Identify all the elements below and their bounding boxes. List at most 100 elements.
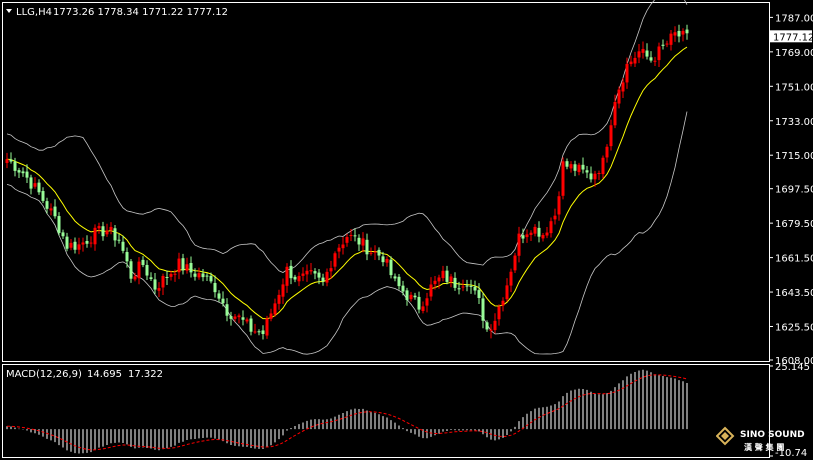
candle-body <box>305 270 309 275</box>
candle-body <box>529 232 533 235</box>
candle-body <box>265 318 269 336</box>
candle-body <box>589 173 593 180</box>
candle-body <box>393 276 397 279</box>
candle-body <box>173 273 177 275</box>
candle-body <box>541 234 545 239</box>
candle-body <box>341 244 345 249</box>
candle-body <box>397 276 401 287</box>
candle-body <box>593 173 597 180</box>
candle-body <box>205 275 209 277</box>
symbol-dropdown-icon[interactable] <box>6 9 12 13</box>
candle-body <box>145 264 149 276</box>
candle-body <box>617 89 621 104</box>
candle-body <box>165 276 169 278</box>
candle-body <box>457 288 461 290</box>
candle-body <box>181 258 185 271</box>
candle-body <box>549 221 553 234</box>
candle-body <box>269 313 273 319</box>
candle-body <box>161 275 165 288</box>
candle-body <box>365 239 369 255</box>
price-tick-label: 1608.00 <box>775 356 813 367</box>
candle-body <box>377 249 381 256</box>
candle-body <box>525 234 529 238</box>
candle-body <box>477 290 481 298</box>
candle-body <box>37 182 41 193</box>
candle-body <box>25 171 29 178</box>
candle-body <box>501 300 505 306</box>
candle-body <box>121 241 125 251</box>
candle-body <box>629 61 633 65</box>
candle-body <box>313 271 317 274</box>
price-tick-label: 1625.50 <box>775 323 813 334</box>
candle-body <box>485 322 489 330</box>
candle-body <box>293 276 297 280</box>
candle-body <box>461 286 465 288</box>
candle-body <box>217 293 221 299</box>
brand-sub: 漢 聲 集 團 <box>744 442 784 452</box>
candle-body <box>357 237 361 245</box>
brand-watermark: SINO SOUND 漢 聲 集 團 <box>715 424 808 456</box>
macd-histogram <box>6 369 688 454</box>
candle-body <box>253 331 257 333</box>
candle-body <box>317 272 321 278</box>
candle-body <box>81 242 85 245</box>
candle-body <box>209 275 213 282</box>
candle-body <box>433 280 437 285</box>
candle-body <box>429 284 433 297</box>
candle-body <box>65 236 69 249</box>
candle-body <box>197 273 201 278</box>
candle-body <box>89 242 93 244</box>
candle-body <box>585 170 589 173</box>
candle-body <box>561 161 565 196</box>
candle-body <box>261 330 265 335</box>
candlesticks <box>5 24 689 340</box>
candle-body <box>241 317 245 320</box>
candle-body <box>573 164 577 171</box>
candle-body <box>301 273 305 276</box>
price-tick-label: 1679.50 <box>775 219 813 230</box>
candle-body <box>309 270 313 272</box>
current-price-marker: 1777.12 <box>770 30 813 43</box>
candle-body <box>481 298 485 321</box>
candle-body <box>133 276 137 280</box>
candle-body <box>257 331 261 333</box>
candle-body <box>361 238 365 246</box>
candle-body <box>513 255 517 271</box>
candle-body <box>601 157 605 175</box>
candle-body <box>193 273 197 277</box>
bollinger-upper <box>6 0 688 273</box>
price-tick-label: 1733.00 <box>775 117 813 128</box>
candle-body <box>449 276 453 282</box>
price-axis: 1787.00 1769.00 1751.00 1733.00 1715.00 1697.… <box>769 13 813 367</box>
candle-body <box>189 262 193 273</box>
candle-body <box>557 196 561 215</box>
candle-body <box>685 29 689 34</box>
candle-body <box>141 259 145 266</box>
candle-body <box>153 279 157 290</box>
price-tick-label: 1661.50 <box>775 254 813 265</box>
candle-body <box>445 270 449 282</box>
candle-body <box>281 284 285 297</box>
price-tick-label: 1643.50 <box>775 288 813 299</box>
candle-body <box>137 261 141 279</box>
candle-body <box>349 235 353 237</box>
macd-value: 14.695 <box>87 369 122 380</box>
candle-body <box>537 227 541 237</box>
candle-body <box>633 57 637 64</box>
candle-body <box>125 252 129 262</box>
candle-body <box>221 298 225 304</box>
candle-body <box>329 268 333 272</box>
candle-body <box>497 306 501 320</box>
candle-body <box>101 226 105 237</box>
candle-body <box>73 241 77 250</box>
candle-body <box>9 159 13 162</box>
candle-body <box>273 303 277 315</box>
macd-signal-value: 17.322 <box>128 369 163 380</box>
candle-body <box>77 244 81 250</box>
candle-body <box>509 271 513 286</box>
candle-body <box>493 320 497 331</box>
candle-body <box>625 63 629 83</box>
candle-body <box>17 170 21 173</box>
ma-line <box>6 46 688 320</box>
